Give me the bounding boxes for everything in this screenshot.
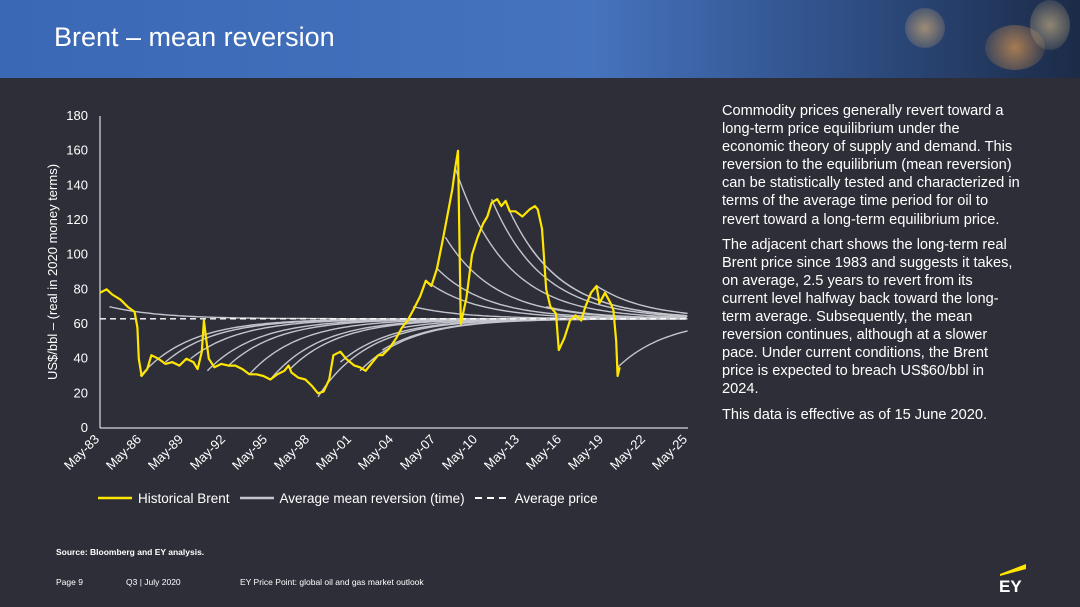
- y-tick-label: 0: [81, 420, 88, 435]
- reversion-curve: [581, 312, 687, 319]
- x-tick-label: May-01: [313, 432, 354, 473]
- description-paragraph: Commodity prices generally revert toward…: [722, 103, 1020, 228]
- y-tick-label: 80: [74, 281, 88, 296]
- y-tick-label: 180: [66, 108, 88, 123]
- reversion-curve: [139, 318, 687, 377]
- legend-label-brent: Historical Brent: [138, 490, 230, 506]
- footer-page: Page 9: [56, 577, 83, 587]
- y-tick-label: 60: [74, 316, 88, 331]
- y-tick-label: 40: [74, 351, 88, 366]
- y-tick-label: 20: [74, 385, 88, 400]
- x-tick-label: May-04: [355, 432, 396, 473]
- banner-glow: [1030, 0, 1070, 50]
- banner-glow: [905, 8, 945, 48]
- x-tick-label: May-19: [565, 432, 606, 473]
- header-banner: [0, 0, 1080, 78]
- description-text: Commodity prices generally revert toward…: [722, 102, 1022, 431]
- ey-logo-text: EY: [999, 577, 1022, 594]
- footer-period: Q3 | July 2020: [126, 577, 181, 587]
- reversion-curve: [317, 318, 686, 398]
- reversion-curve: [164, 318, 687, 363]
- x-tick-label: May-95: [229, 432, 270, 473]
- y-tick-labels: 0 20 40 60 80 100 120 140 160 180: [66, 108, 88, 435]
- x-tick-label: May-10: [439, 432, 480, 473]
- legend-label-reversion: Average mean reversion (time): [279, 490, 465, 506]
- description-paragraph: The adjacent chart shows the long-term r…: [722, 236, 1013, 398]
- legend-swatch-average: [474, 497, 509, 499]
- ey-logo: EY: [999, 564, 1026, 594]
- x-tick-label: May-16: [523, 432, 564, 473]
- x-tick-labels: May-83 May-86 May-89 May-92 May-95 May-98 May-…: [61, 432, 690, 473]
- chart-legend: Historical Brent Average mean reversion …: [98, 488, 608, 508]
- y-tick-label: 140: [66, 177, 88, 192]
- legend-item-average: Average price: [474, 490, 598, 506]
- historical-brent-line: [99, 149, 621, 395]
- x-tick-label: May-22: [607, 432, 648, 473]
- x-tick-label: May-07: [397, 432, 438, 473]
- page-title: Brent – mean reversion: [54, 22, 335, 52]
- reversion-curve: [617, 330, 688, 368]
- y-tick-label: 100: [66, 247, 88, 262]
- x-tick-label: May-89: [145, 432, 186, 473]
- y-tick-label: 120: [66, 212, 88, 227]
- x-tick-label: May-98: [271, 432, 312, 473]
- reversion-curve: [454, 167, 687, 318]
- x-tick-label: May-92: [187, 432, 228, 473]
- y-tick-label: 160: [66, 143, 88, 158]
- chart-axes: [99, 116, 688, 429]
- x-tick-label: May-83: [61, 432, 102, 473]
- legend-item-brent: Historical Brent: [98, 491, 230, 506]
- x-tick-label: May-86: [103, 432, 144, 473]
- reversion-curve: [596, 285, 688, 315]
- reversion-curve: [269, 318, 687, 380]
- reversion-curves: [109, 167, 688, 398]
- description-paragraph: This data is effective as of 15 June 202…: [722, 406, 988, 423]
- legend-label-average: Average price: [514, 490, 598, 506]
- legend-swatch-brent: [98, 496, 132, 500]
- legend-item-reversion: Average mean reversion (time): [239, 490, 465, 506]
- reversion-curve: [490, 198, 688, 317]
- legend-swatch-reversion: [239, 496, 274, 500]
- reversion-curve: [528, 245, 687, 317]
- x-tick-label: May-25: [649, 432, 690, 473]
- reversion-curve: [436, 267, 686, 320]
- source-note: Source: Bloomberg and EY analysis.: [56, 547, 205, 557]
- x-tick-label: May-13: [481, 432, 522, 473]
- y-axis-label: US$/bbl – (real in 2020 money terms): [45, 164, 60, 380]
- footer-publication: EY Price Point: global oil and gas marke…: [240, 577, 424, 587]
